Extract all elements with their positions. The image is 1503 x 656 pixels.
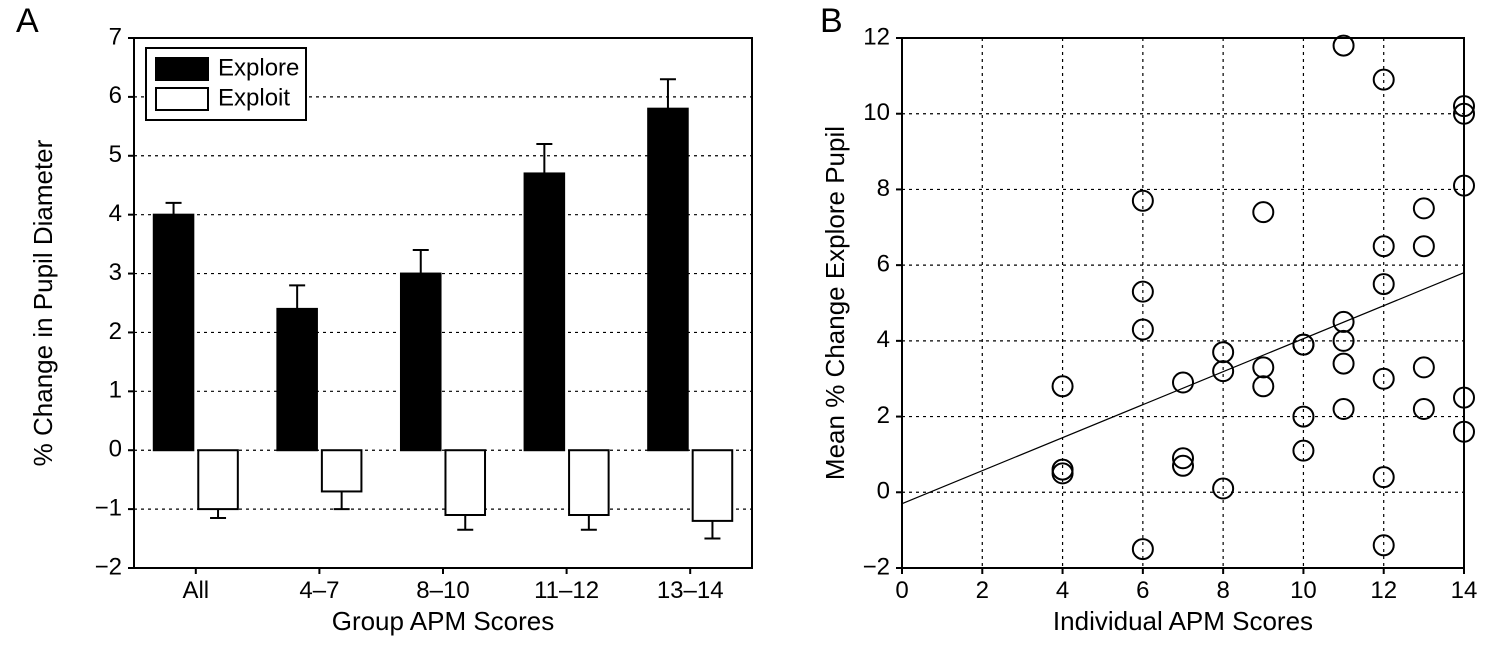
panel-a-bar xyxy=(693,450,733,521)
panel-b-point xyxy=(1334,354,1354,374)
panel-a-bar xyxy=(154,215,194,451)
panel-b-point xyxy=(1253,202,1273,222)
panel-b-ytick-label: 12 xyxy=(863,23,890,50)
panel-b-ytick-label: 4 xyxy=(877,326,890,353)
panel-a-legend-label: Explore xyxy=(218,54,299,81)
panel-b-plot-border-top xyxy=(902,38,1464,568)
panel-a-ytick-label: 6 xyxy=(109,82,122,109)
panel-b-point xyxy=(1414,198,1434,218)
panel-a-bar xyxy=(569,450,609,515)
panel-b-point xyxy=(1414,357,1434,377)
panel-b-point xyxy=(1133,320,1153,340)
panel-a-bar xyxy=(322,450,362,491)
panel-a-bar xyxy=(648,109,688,451)
panel-b-ytick-label: 2 xyxy=(877,402,890,429)
panel-a-xtick-label: 8–10 xyxy=(416,577,469,604)
panel-a-bar xyxy=(198,450,238,509)
panel-b-point xyxy=(1213,342,1233,362)
panel-a-bar xyxy=(525,173,565,450)
panel-a-ytick-label: −2 xyxy=(95,553,122,580)
panel-b-xtick-label: 10 xyxy=(1290,577,1317,604)
panel-b-ytick-label: −2 xyxy=(863,553,890,580)
panel-b-xtick-label: 14 xyxy=(1451,577,1478,604)
panel-b-point xyxy=(1293,441,1313,461)
panel-b-xtick-label: 6 xyxy=(1136,577,1149,604)
panel-b-point xyxy=(1053,376,1073,396)
panel-a-legend-swatch xyxy=(156,58,208,80)
panel-b-label: B xyxy=(820,2,843,40)
panel-b-xtick-label: 2 xyxy=(976,577,989,604)
panel-a-xtick-label: All xyxy=(182,577,209,604)
panel-a-ytick-label: 1 xyxy=(109,377,122,404)
panel-a-ytick-label: 3 xyxy=(109,259,122,286)
panel-b-point xyxy=(1253,376,1273,396)
panel-b-point xyxy=(1374,236,1394,256)
panel-b-point xyxy=(1374,467,1394,487)
panel-b-xtick-label: 8 xyxy=(1216,577,1229,604)
panel-b-ytick-label: 0 xyxy=(877,478,890,505)
panel-a-xtick-label: 4–7 xyxy=(299,577,339,604)
panel-a-xtick-label: 11–12 xyxy=(534,577,599,604)
figure-svg: A−2−101234567All4–78–1011–1213–14Group A… xyxy=(0,0,1503,656)
panel-a-legend-label: Exploit xyxy=(218,84,290,111)
panel-a-bar xyxy=(277,309,317,450)
panel-b-point xyxy=(1173,373,1193,393)
figure-root: A−2−101234567All4–78–1011–1213–14Group A… xyxy=(0,0,1503,656)
panel-b-xlabel: Individual APM Scores xyxy=(1053,606,1313,636)
panel-b-ytick-label: 6 xyxy=(877,250,890,277)
panel-a-xlabel: Group APM Scores xyxy=(332,606,555,636)
panel-b-ylabel: Mean % Change Explore Pupil xyxy=(820,126,850,480)
panel-b-xtick-label: 4 xyxy=(1056,577,1069,604)
panel-a-ytick-label: 4 xyxy=(109,200,122,227)
panel-a-label: A xyxy=(16,2,39,40)
panel-b-ytick-label: 8 xyxy=(877,175,890,202)
panel-a-ytick-label: 7 xyxy=(109,23,122,50)
panel-b-ytick-label: 10 xyxy=(863,99,890,126)
panel-a-ytick-label: 5 xyxy=(109,141,122,168)
panel-b-point xyxy=(1374,535,1394,555)
panel-b-xtick-label: 0 xyxy=(895,577,908,604)
panel-a-ylabel: % Change in Pupil Diameter xyxy=(28,139,58,466)
panel-b-point xyxy=(1374,369,1394,389)
panel-a-ytick-label: 0 xyxy=(109,436,122,463)
panel-a-legend-swatch xyxy=(156,88,208,110)
panel-b-point xyxy=(1414,399,1434,419)
panel-b-plot-area xyxy=(902,38,1464,568)
panel-b-point xyxy=(1293,335,1313,355)
panel-a-ytick-label: −1 xyxy=(95,494,122,521)
panel-b-point xyxy=(1374,70,1394,90)
panel-b-point xyxy=(1253,357,1273,377)
panel-a-bar xyxy=(401,274,441,451)
panel-a-bar xyxy=(445,450,485,515)
panel-a-xtick-label: 13–14 xyxy=(657,577,724,604)
panel-a-ytick-label: 2 xyxy=(109,318,122,345)
panel-b-xtick-label: 12 xyxy=(1370,577,1397,604)
panel-b-point xyxy=(1414,236,1434,256)
